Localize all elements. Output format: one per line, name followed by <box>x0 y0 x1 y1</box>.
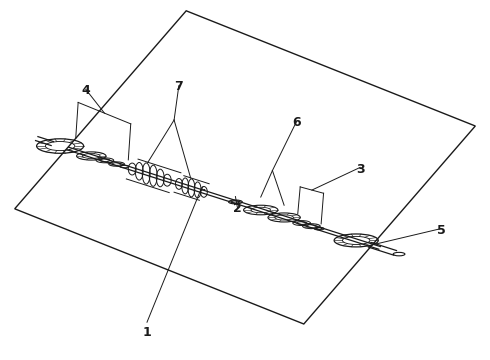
Text: 4: 4 <box>81 84 90 96</box>
Text: 1: 1 <box>143 327 151 339</box>
Text: 5: 5 <box>437 224 445 237</box>
Text: 7: 7 <box>174 80 183 93</box>
Text: 3: 3 <box>356 163 365 176</box>
Text: 2: 2 <box>233 202 242 215</box>
Text: 6: 6 <box>292 116 301 129</box>
